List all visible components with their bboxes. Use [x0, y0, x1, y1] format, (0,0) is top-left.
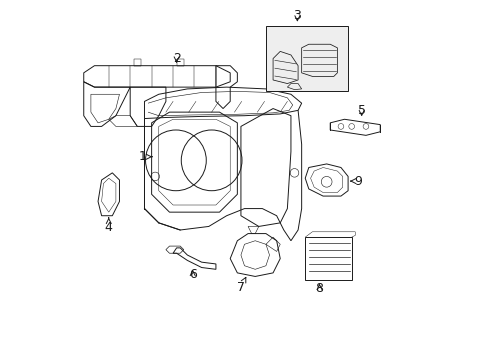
Text: 9: 9	[350, 175, 361, 188]
Text: 5: 5	[357, 104, 365, 117]
Text: 1: 1	[139, 150, 152, 163]
Text: 8: 8	[315, 282, 323, 295]
Text: 6: 6	[188, 268, 196, 281]
Text: 2: 2	[172, 52, 180, 65]
Text: 7: 7	[237, 277, 245, 294]
Text: 4: 4	[104, 218, 112, 234]
Bar	[265, 26, 347, 91]
Bar	[305, 237, 351, 280]
Text: 3: 3	[293, 9, 301, 22]
